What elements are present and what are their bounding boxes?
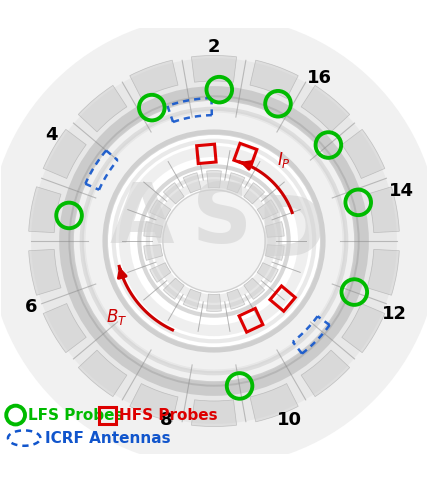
Bar bbox=[99, 406, 116, 424]
Wedge shape bbox=[257, 263, 278, 282]
Wedge shape bbox=[227, 289, 245, 309]
Wedge shape bbox=[367, 249, 399, 295]
Text: 6: 6 bbox=[25, 298, 38, 316]
Wedge shape bbox=[342, 304, 385, 353]
Wedge shape bbox=[191, 400, 237, 427]
Wedge shape bbox=[301, 85, 350, 132]
Text: 14: 14 bbox=[389, 182, 414, 200]
Wedge shape bbox=[163, 183, 184, 204]
Wedge shape bbox=[342, 129, 385, 178]
Wedge shape bbox=[244, 183, 265, 204]
Text: A: A bbox=[109, 179, 174, 260]
Wedge shape bbox=[191, 55, 237, 82]
Text: 2: 2 bbox=[208, 38, 220, 56]
Wedge shape bbox=[43, 304, 86, 353]
Text: 8: 8 bbox=[160, 411, 172, 429]
Text: 4: 4 bbox=[45, 126, 57, 144]
Text: D: D bbox=[256, 192, 325, 273]
Bar bbox=[197, 144, 216, 163]
Wedge shape bbox=[144, 245, 163, 260]
Text: HFS Probes: HFS Probes bbox=[119, 408, 217, 423]
Text: LFS Probes: LFS Probes bbox=[28, 408, 124, 423]
Text: 10: 10 bbox=[277, 411, 302, 428]
Wedge shape bbox=[301, 350, 350, 397]
Wedge shape bbox=[207, 171, 221, 188]
Wedge shape bbox=[29, 249, 61, 295]
Text: $I_P$: $I_P$ bbox=[277, 150, 291, 170]
Wedge shape bbox=[257, 200, 278, 219]
Circle shape bbox=[163, 190, 265, 292]
Wedge shape bbox=[207, 294, 221, 311]
Text: ICRF Antennas: ICRF Antennas bbox=[45, 430, 171, 445]
Bar bbox=[239, 308, 263, 332]
Wedge shape bbox=[29, 187, 61, 233]
Bar bbox=[234, 143, 257, 166]
Text: $B_T$: $B_T$ bbox=[106, 307, 127, 327]
Wedge shape bbox=[144, 222, 163, 237]
Wedge shape bbox=[250, 60, 298, 98]
Wedge shape bbox=[183, 289, 201, 309]
Wedge shape bbox=[183, 173, 201, 193]
Wedge shape bbox=[163, 278, 184, 299]
Text: 16: 16 bbox=[307, 69, 332, 87]
Wedge shape bbox=[150, 200, 171, 219]
Wedge shape bbox=[78, 350, 127, 397]
Wedge shape bbox=[367, 187, 399, 233]
Text: 12: 12 bbox=[381, 305, 407, 323]
Wedge shape bbox=[265, 245, 284, 260]
Wedge shape bbox=[43, 129, 86, 178]
Text: S: S bbox=[193, 179, 253, 260]
Wedge shape bbox=[130, 384, 178, 422]
Wedge shape bbox=[265, 222, 284, 237]
Wedge shape bbox=[150, 263, 171, 282]
Wedge shape bbox=[244, 278, 265, 299]
Wedge shape bbox=[78, 85, 127, 132]
Wedge shape bbox=[250, 384, 298, 422]
Wedge shape bbox=[130, 60, 178, 98]
Bar bbox=[270, 286, 295, 311]
Wedge shape bbox=[227, 173, 245, 193]
